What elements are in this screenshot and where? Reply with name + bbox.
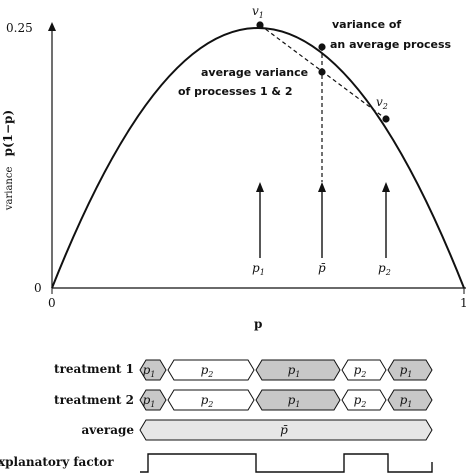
point-v2 — [382, 115, 390, 123]
timeline-segment — [341, 389, 387, 411]
row-label-explanatory-factor: xplanatory factor — [0, 455, 114, 469]
timeline-row-treatment-2: p1 p2 p1 p2 p1 — [139, 389, 433, 411]
timeline-segment — [387, 359, 433, 381]
arrow-p2 — [382, 182, 390, 258]
p1-marker-label: p1 — [252, 261, 265, 277]
x-axis-label: p — [254, 317, 262, 331]
v1-label: v1 — [252, 4, 264, 20]
timeline-segment — [139, 389, 167, 411]
timeline-segment-label: p1 — [288, 363, 301, 379]
timeline-segment — [139, 359, 167, 381]
average-bar — [139, 419, 433, 441]
variance-of-average-label-2: an average process — [330, 38, 452, 51]
point-v1 — [256, 21, 264, 29]
timeline-segment — [255, 389, 341, 411]
timeline-segment-label: p1 — [288, 393, 301, 409]
timeline-segment — [255, 359, 341, 381]
p2-marker-label: p2 — [378, 261, 391, 277]
timeline-segment-label: p2 — [201, 393, 214, 409]
timeline-row-treatment-1: p1 p2 p1 p2 p1 — [139, 359, 433, 381]
timeline-segment-label: p1 — [143, 363, 156, 379]
arrow-pbar — [318, 182, 326, 258]
timeline-segment-label: p2 — [354, 393, 367, 409]
point-variance-of-average — [318, 43, 326, 51]
timeline-segment — [167, 389, 255, 411]
timeline-segment — [341, 359, 387, 381]
timeline-segment-label: p1 — [400, 363, 413, 379]
arrow-p1 — [256, 182, 264, 258]
v2-label: v2 — [376, 95, 388, 111]
variance-of-average-label-1: variance of — [332, 18, 401, 31]
y-axis-label: variance p(1−p) — [1, 110, 15, 211]
row-label-average: average — [81, 423, 134, 437]
pbar-marker-label: p̄ — [318, 261, 326, 275]
timeline-segment-label: p1 — [400, 393, 413, 409]
row-label-treatment-1: treatment 1 — [54, 362, 134, 376]
average-variance-label-1: average variance — [201, 66, 308, 79]
timeline-segment — [167, 359, 255, 381]
x-tick-label-0: 0 — [48, 296, 56, 310]
timeline-segment-label: p2 — [201, 363, 214, 379]
average-bar-label: p̄ — [280, 423, 288, 437]
timeline-segment-label: p1 — [143, 393, 156, 409]
treatment-timeline: treatment 1 p1 p2 p1 p2 p1 treatment 2 p1 p2 p… — [0, 359, 433, 473]
y-tick-max: 0.25 — [6, 21, 33, 35]
variance-curve — [51, 27, 465, 289]
variance-plot: 0 0.25 0 1 p variance p(1−p) v1 v2 varia… — [1, 4, 468, 331]
y-axis-arrowhead — [48, 22, 56, 31]
x-tick-label-1: 1 — [460, 296, 468, 310]
row-label-treatment-2: treatment 2 — [54, 393, 134, 407]
timeline-segment — [387, 389, 433, 411]
timeline-segment-label: p2 — [354, 363, 367, 379]
average-variance-label-2: of processes 1 & 2 — [178, 85, 293, 98]
point-average-variance — [318, 68, 326, 76]
y-tick-zero: 0 — [34, 281, 42, 295]
explanatory-factor-step — [140, 453, 433, 473]
